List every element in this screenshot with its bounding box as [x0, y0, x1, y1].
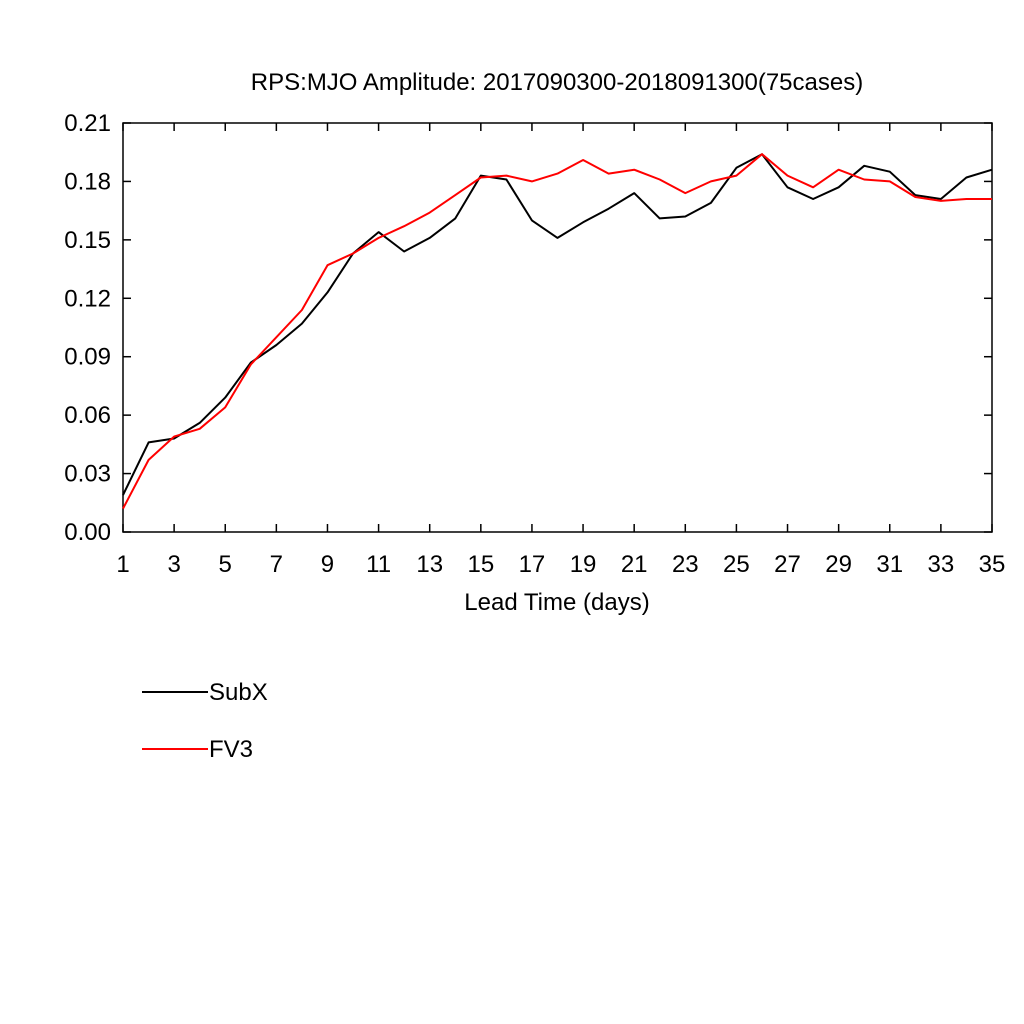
x-tick-label: 23 [672, 551, 699, 578]
x-tick-label: 31 [876, 551, 903, 578]
series-lines [122, 153, 993, 510]
y-tick-label: 0.09 [64, 344, 111, 371]
x-tick-label: 19 [570, 551, 597, 578]
series-line-fv3 [122, 153, 992, 510]
y-tick-label: 0.15 [64, 227, 111, 254]
x-tick-label: 9 [321, 551, 334, 578]
y-tick-label: 0.21 [64, 110, 111, 137]
x-tick-label: 25 [723, 551, 750, 578]
x-tick-label: 27 [774, 551, 801, 578]
x-axis: 1 3 5 7 9 11 13 15 17 19 21 23 25 27 29 31 33 35 [116, 123, 1005, 578]
x-tick-label: 5 [219, 551, 232, 578]
series-line-subx [122, 153, 993, 496]
legend-label-fv3: FV3 [209, 736, 253, 763]
x-tick-label: 35 [979, 551, 1006, 578]
x-tick-label: 13 [416, 551, 443, 578]
x-tick-label: 17 [519, 551, 546, 578]
y-tick-label: 0.12 [64, 285, 111, 312]
y-tick-label: 0.03 [64, 461, 111, 488]
y-tick-label: 0.00 [64, 519, 111, 546]
x-tick-label: 21 [621, 551, 648, 578]
y-tick-label: 0.18 [64, 168, 111, 195]
x-tick-label: 33 [928, 551, 955, 578]
x-tick-label: 15 [467, 551, 494, 578]
chart-title: RPS:MJO Amplitude: 2017090300-2018091300… [251, 69, 863, 96]
x-tick-label: 7 [270, 551, 283, 578]
legend: SubX FV3 [142, 679, 268, 763]
y-axis: 0.00 0.03 0.06 0.09 0.12 0.15 0.18 0.21 [64, 110, 992, 546]
plot-frame [122, 122, 993, 533]
legend-label-subx: SubX [209, 679, 268, 706]
y-tick-label: 0.06 [64, 402, 111, 429]
x-axis-label: Lead Time (days) [464, 589, 649, 616]
x-tick-label: 1 [116, 551, 129, 578]
x-tick-label: 11 [366, 551, 391, 578]
x-tick-label: 3 [167, 551, 180, 578]
x-tick-label: 29 [825, 551, 852, 578]
